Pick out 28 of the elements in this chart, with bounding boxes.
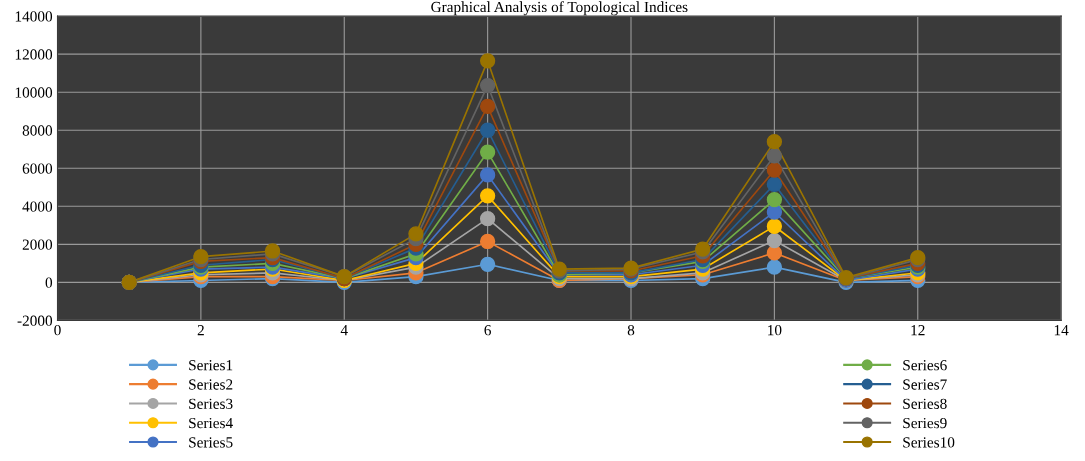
y-tick-label: 2000 [22, 239, 53, 250]
x-tick-label: 12 [911, 325, 925, 336]
chart-title: Graphical Analysis of Topological Indices [431, 1, 688, 16]
x-tick-label: 2 [197, 325, 204, 336]
legend-label: Series2 [189, 379, 233, 390]
y-tick-label: 8000 [22, 125, 53, 136]
legend-label: Series5 [189, 437, 233, 448]
legend-label: Series9 [903, 417, 947, 429]
x-tick-label: 10 [768, 325, 782, 336]
legend-label: Series8 [903, 398, 947, 409]
y-tick-label: 4000 [22, 201, 53, 212]
y-tick-label: 10000 [15, 87, 53, 98]
x-tick-label: 4 [340, 325, 348, 336]
legend-label: Series4 [189, 417, 233, 429]
y-tick-label: -2000 [17, 315, 53, 326]
y-tick-label: 6000 [22, 163, 53, 174]
legend-label: Series6 [903, 360, 947, 371]
y-tick-label: 12000 [15, 49, 53, 60]
x-tick-label: 8 [627, 325, 635, 336]
y-tick-label: 0 [45, 277, 53, 288]
x-tick-label: 14 [1054, 325, 1069, 336]
x-tick-label: 6 [484, 325, 491, 336]
legend-label: Series3 [189, 398, 233, 409]
legend-label: Series1 [189, 360, 233, 371]
y-tick-label: 14000 [15, 11, 53, 22]
x-tick-label: 0 [54, 325, 61, 336]
legend-label: Series7 [903, 379, 947, 390]
legend-label: Series10 [903, 437, 955, 448]
